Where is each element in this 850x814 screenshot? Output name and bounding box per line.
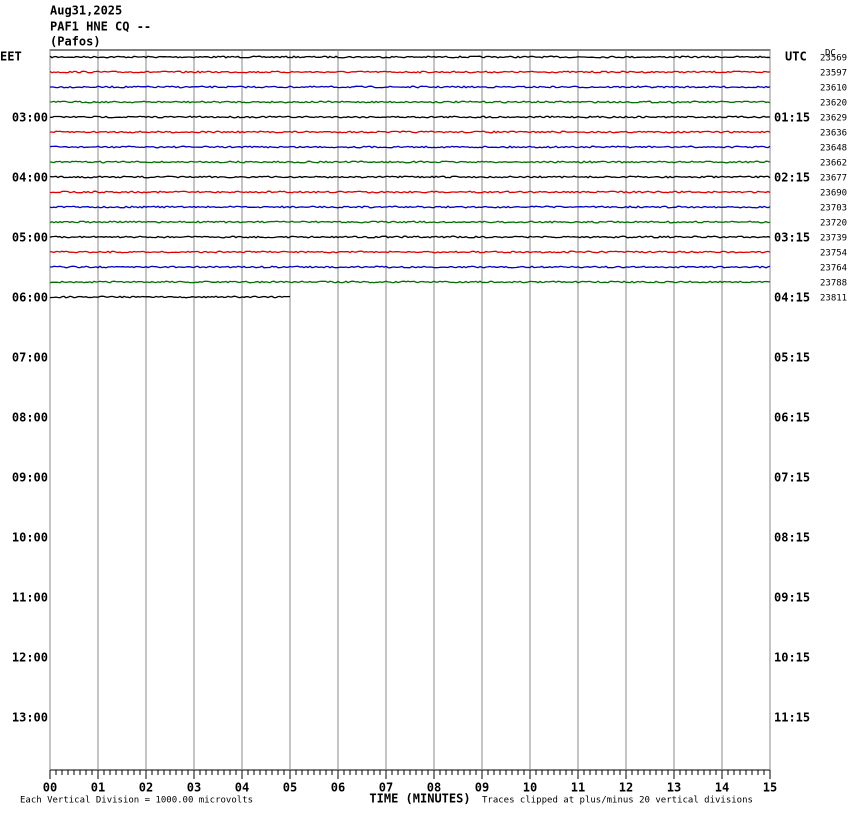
x-tick-label: 07: [379, 781, 393, 795]
x-tick-label: 09: [475, 781, 489, 795]
dc-label: DC: [825, 49, 836, 59]
x-tick-label: 15: [763, 781, 777, 795]
right-time-label: 04:15: [774, 291, 810, 305]
right-time-label: 02:15: [774, 171, 810, 185]
left-time-label: 05:00: [12, 231, 48, 245]
right-time-label: 05:15: [774, 351, 810, 365]
right-time-label: 11:15: [774, 711, 810, 725]
left-zone: EET: [0, 50, 22, 64]
dc-value: 23811: [820, 294, 847, 304]
dc-value: 23648: [820, 144, 847, 154]
trace: [49, 85, 771, 89]
dc-value: 23690: [820, 189, 847, 199]
x-tick-label: 11: [571, 781, 585, 795]
right-time-label: 07:15: [774, 471, 810, 485]
dc-value: 23764: [820, 264, 847, 274]
trace: [49, 280, 771, 284]
dc-value: 23569: [820, 54, 847, 64]
dc-value: 23629: [820, 114, 847, 124]
trace: [49, 250, 771, 254]
x-tick-label: 14: [715, 781, 729, 795]
dc-value: 23662: [820, 159, 847, 169]
left-time-label: 09:00: [12, 471, 48, 485]
trace: [49, 100, 771, 104]
trace: [49, 220, 771, 224]
clip-note: Traces clipped at plus/minus 20 vertical…: [482, 796, 753, 806]
dc-value: 23610: [820, 84, 847, 94]
trace: [49, 55, 771, 59]
trace: [49, 145, 771, 149]
plot-frame: [49, 49, 771, 771]
dc-value: 23754: [820, 249, 847, 259]
left-time-label: 10:00: [12, 531, 48, 545]
x-tick-label: 05: [283, 781, 297, 795]
right-time-label: 08:15: [774, 531, 810, 545]
left-time-label: 04:00: [12, 171, 48, 185]
x-tick-label: 10: [523, 781, 537, 795]
x-tick-label: 04: [235, 781, 249, 795]
x-tick-label: 03: [187, 781, 201, 795]
right-time-label: 06:15: [774, 411, 810, 425]
trace: [49, 205, 771, 209]
right-zone: UTC: [785, 50, 807, 64]
trace: [49, 115, 771, 119]
right-time-label: 09:15: [774, 591, 810, 605]
right-time-label: 01:15: [774, 111, 810, 125]
left-time-label: 12:00: [12, 651, 48, 665]
dc-value: 23636: [820, 129, 847, 139]
title-date: Aug31,2025: [50, 4, 122, 18]
dc-value: 23720: [820, 219, 847, 229]
title-place: (Pafos): [50, 35, 101, 49]
scale-note: Each Vertical Division = 1000.00 microvo…: [20, 796, 253, 806]
trace: [49, 190, 771, 194]
dc-value: 23677: [820, 174, 847, 184]
trace: [49, 70, 771, 74]
left-time-label: 08:00: [12, 411, 48, 425]
left-time-label: 13:00: [12, 711, 48, 725]
left-time-label: 07:00: [12, 351, 48, 365]
left-time-label: 03:00: [12, 111, 48, 125]
x-tick-label: 08: [427, 781, 441, 795]
x-tick-label: 12: [619, 781, 633, 795]
x-tick-label: 00: [43, 781, 57, 795]
dc-value: 23739: [820, 234, 847, 244]
dc-value: 23597: [820, 69, 847, 79]
trace: [49, 295, 291, 299]
trace: [50, 130, 771, 134]
trace: [49, 175, 771, 179]
trace: [49, 235, 771, 239]
x-tick-label: 01: [91, 781, 105, 795]
right-time-label: 10:15: [774, 651, 810, 665]
x-axis-label: TIME (MINUTES): [369, 792, 470, 806]
trace: [49, 160, 771, 164]
trace: [49, 265, 771, 269]
x-tick-label: 13: [667, 781, 681, 795]
dc-value: 23703: [820, 204, 847, 214]
title-station: PAF1 HNE CQ --: [50, 20, 151, 34]
right-time-label: 03:15: [774, 231, 810, 245]
left-time-label: 11:00: [12, 591, 48, 605]
x-tick-label: 02: [139, 781, 153, 795]
dc-value: 23620: [820, 99, 847, 109]
left-time-label: 06:00: [12, 291, 48, 305]
x-tick-label: 06: [331, 781, 345, 795]
dc-value: 23788: [820, 279, 847, 289]
